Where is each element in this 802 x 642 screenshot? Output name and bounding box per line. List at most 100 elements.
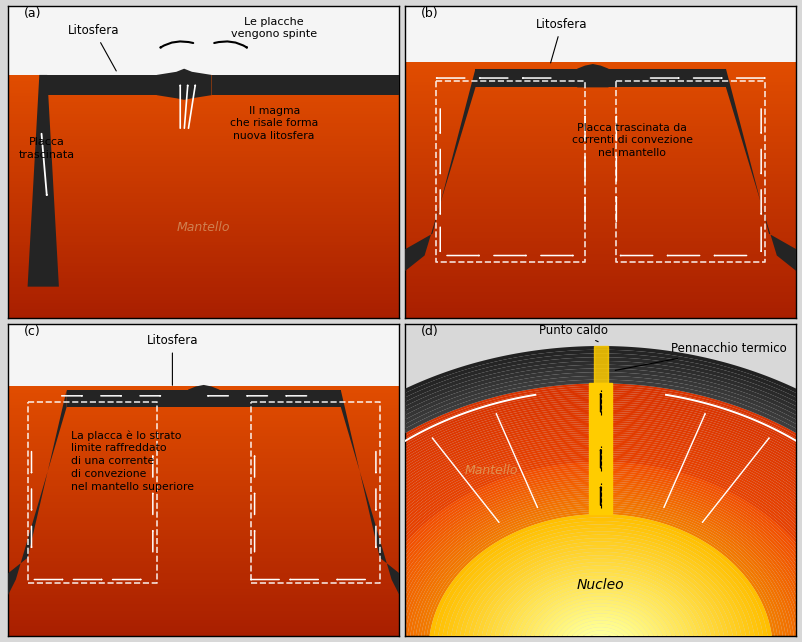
Polygon shape — [506, 576, 695, 642]
Polygon shape — [8, 324, 399, 402]
Text: Punto caldo: Punto caldo — [539, 324, 608, 342]
Polygon shape — [393, 486, 802, 642]
Polygon shape — [428, 514, 773, 642]
Text: La placca è lo strato
limite raffreddato
di una corrente
di convezione
nel mante: La placca è lo strato limite raffreddato… — [71, 430, 193, 492]
Polygon shape — [319, 427, 802, 642]
Polygon shape — [502, 573, 699, 642]
Polygon shape — [289, 403, 802, 642]
Polygon shape — [566, 624, 635, 642]
Polygon shape — [472, 548, 730, 642]
Polygon shape — [333, 438, 802, 642]
Text: Placca trascinata da
correnti di convezione
nel mantello: Placca trascinata da correnti di convezi… — [572, 123, 692, 158]
Polygon shape — [484, 559, 717, 642]
Text: Pennacchio termico: Pennacchio termico — [615, 342, 787, 370]
Polygon shape — [584, 638, 618, 642]
Polygon shape — [302, 414, 802, 642]
Polygon shape — [371, 469, 802, 642]
Polygon shape — [420, 508, 781, 642]
Polygon shape — [488, 562, 713, 642]
Polygon shape — [363, 462, 802, 642]
Text: Nucleo: Nucleo — [577, 578, 625, 592]
Polygon shape — [335, 440, 802, 642]
Text: (c): (c) — [24, 325, 40, 338]
Text: (b): (b) — [421, 7, 438, 21]
Polygon shape — [341, 390, 399, 595]
Polygon shape — [395, 488, 802, 642]
Polygon shape — [553, 614, 648, 642]
Polygon shape — [454, 535, 747, 642]
Polygon shape — [277, 394, 802, 642]
Polygon shape — [557, 617, 644, 642]
Polygon shape — [366, 464, 802, 642]
Polygon shape — [437, 521, 764, 642]
Polygon shape — [354, 455, 802, 642]
Polygon shape — [528, 593, 674, 642]
Polygon shape — [570, 627, 631, 642]
Polygon shape — [401, 492, 800, 642]
Polygon shape — [433, 517, 768, 642]
Polygon shape — [245, 369, 802, 642]
Polygon shape — [346, 449, 802, 642]
Polygon shape — [575, 630, 626, 642]
Polygon shape — [8, 390, 67, 595]
Polygon shape — [541, 603, 661, 642]
Polygon shape — [316, 425, 802, 642]
Polygon shape — [255, 376, 802, 642]
Polygon shape — [405, 6, 796, 75]
Polygon shape — [379, 475, 802, 642]
Polygon shape — [314, 422, 802, 642]
Polygon shape — [294, 408, 802, 642]
Polygon shape — [588, 641, 614, 642]
Polygon shape — [423, 510, 779, 642]
Text: Placca
trascinata: Placca trascinata — [19, 137, 75, 160]
Polygon shape — [412, 501, 789, 642]
Text: Litosfera: Litosfera — [536, 18, 587, 63]
Polygon shape — [368, 466, 802, 642]
Polygon shape — [297, 410, 802, 642]
Polygon shape — [281, 397, 802, 642]
Polygon shape — [532, 596, 670, 642]
Text: Il magma
che risale forma
nuova litosfera: Il magma che risale forma nuova litosfer… — [230, 106, 318, 141]
Polygon shape — [549, 610, 652, 642]
Polygon shape — [497, 569, 704, 642]
Polygon shape — [390, 483, 802, 642]
Polygon shape — [188, 385, 220, 407]
Polygon shape — [349, 451, 802, 642]
Polygon shape — [264, 383, 802, 642]
Polygon shape — [519, 586, 683, 642]
Polygon shape — [405, 324, 796, 636]
Polygon shape — [376, 473, 802, 642]
Polygon shape — [330, 436, 802, 642]
Polygon shape — [27, 75, 59, 286]
Polygon shape — [480, 555, 721, 642]
Polygon shape — [562, 620, 639, 642]
Polygon shape — [418, 505, 784, 642]
Polygon shape — [726, 69, 796, 271]
Polygon shape — [67, 390, 341, 407]
Text: (a): (a) — [24, 7, 41, 21]
Polygon shape — [468, 545, 734, 642]
Polygon shape — [476, 552, 726, 642]
Polygon shape — [8, 6, 399, 84]
Polygon shape — [545, 607, 657, 642]
Polygon shape — [523, 589, 678, 642]
Polygon shape — [352, 453, 802, 642]
Polygon shape — [269, 388, 802, 642]
Polygon shape — [273, 390, 802, 642]
Polygon shape — [407, 497, 795, 642]
Polygon shape — [306, 416, 802, 642]
Polygon shape — [446, 528, 755, 642]
Polygon shape — [409, 499, 792, 642]
Polygon shape — [338, 442, 802, 642]
Polygon shape — [250, 372, 802, 642]
Polygon shape — [493, 566, 708, 642]
Polygon shape — [343, 447, 802, 642]
Text: Litosfera: Litosfera — [0, 641, 1, 642]
Polygon shape — [360, 460, 802, 642]
Polygon shape — [589, 383, 613, 514]
Text: Mantello: Mantello — [464, 464, 518, 476]
Polygon shape — [515, 583, 687, 642]
Polygon shape — [308, 418, 802, 642]
Polygon shape — [267, 386, 802, 642]
Polygon shape — [415, 503, 787, 642]
